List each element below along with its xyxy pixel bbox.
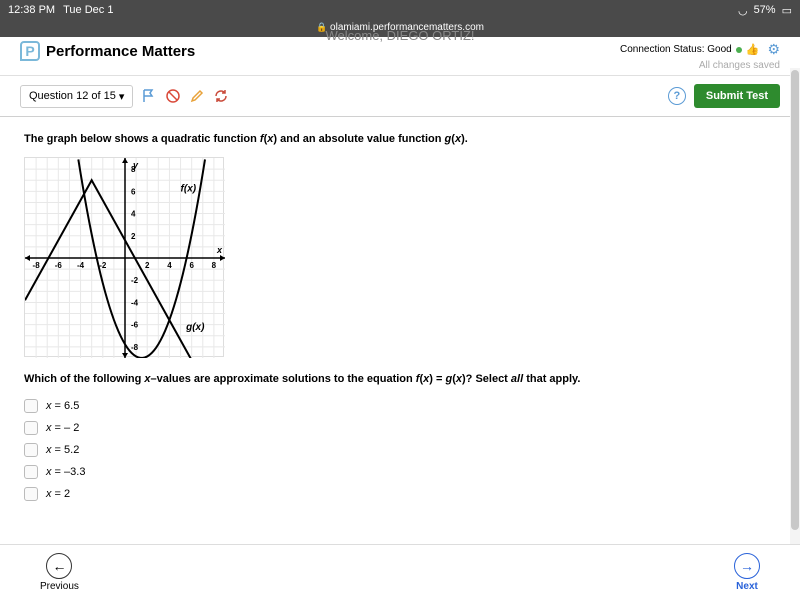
option-label: x = 6.5 xyxy=(46,400,79,412)
svg-text:-2: -2 xyxy=(99,261,107,270)
gear-icon[interactable]: ⚙ xyxy=(767,41,780,58)
help-icon[interactable]: ? xyxy=(668,87,686,105)
svg-text:g(x): g(x) xyxy=(185,322,205,333)
svg-text:-4: -4 xyxy=(77,261,85,270)
checkbox[interactable] xyxy=(24,421,38,435)
svg-text:4: 4 xyxy=(167,261,172,270)
scrollbar-track[interactable] xyxy=(790,68,800,552)
svg-text:-4: -4 xyxy=(131,298,139,307)
svg-text:-6: -6 xyxy=(131,321,139,330)
nav-footer: ← Previous → Next xyxy=(0,544,800,600)
submit-test-button[interactable]: Submit Test xyxy=(694,84,780,108)
option-row[interactable]: x = 6.5 xyxy=(24,399,776,413)
option-label: x = 2 xyxy=(46,488,70,500)
svg-text:x: x xyxy=(216,245,223,255)
option-label: x = – 2 xyxy=(46,422,79,434)
checkbox[interactable] xyxy=(24,399,38,413)
option-label: x = –3.3 xyxy=(46,466,85,478)
next-label: Next xyxy=(736,581,758,592)
arrow-right-icon: → xyxy=(734,553,760,579)
wifi-icon: ◡ xyxy=(738,4,748,17)
svg-text:-8: -8 xyxy=(131,343,139,352)
option-row[interactable]: x = 2 xyxy=(24,487,776,501)
function-graph: -8-6-4-22468-8-6-4-22468f(x)g(x)yx xyxy=(24,157,224,357)
svg-text:4: 4 xyxy=(131,210,136,219)
svg-text:2: 2 xyxy=(145,261,150,270)
previous-button[interactable]: ← Previous xyxy=(40,553,79,592)
no-entry-icon[interactable] xyxy=(165,88,181,104)
svg-text:8: 8 xyxy=(212,261,217,270)
status-time: 12:38 PM xyxy=(8,4,55,16)
pencil-icon[interactable] xyxy=(189,88,205,104)
question-content: The graph below shows a quadratic functi… xyxy=(0,117,800,565)
svg-text:y: y xyxy=(132,160,139,170)
scrollbar-thumb[interactable] xyxy=(791,70,799,530)
brand-name: Performance Matters xyxy=(46,43,195,60)
chevron-down-icon: ▾ xyxy=(119,90,125,103)
battery-icon: ▭ xyxy=(782,4,792,17)
welcome-text: Welcome, DIEGO ORTIZ! xyxy=(325,28,474,43)
svg-text:-2: -2 xyxy=(131,276,139,285)
svg-text:6: 6 xyxy=(131,187,136,196)
svg-text:6: 6 xyxy=(189,261,194,270)
answer-options: x = 6.5 x = – 2 x = 5.2 x = –3.3 x = 2 xyxy=(24,399,776,501)
battery-percent: 57% xyxy=(754,4,776,16)
question-text: Which of the following x–values are appr… xyxy=(24,373,776,385)
option-label: x = 5.2 xyxy=(46,444,79,456)
conn-label: Connection Status: Good xyxy=(620,44,732,55)
save-status: All changes saved xyxy=(620,60,780,71)
svg-text:2: 2 xyxy=(131,232,136,241)
app-header: P Performance Matters Welcome, DIEGO ORT… xyxy=(0,37,800,76)
question-prompt: The graph below shows a quadratic functi… xyxy=(24,133,776,145)
svg-text:f(x): f(x) xyxy=(181,183,197,194)
toolbar: Question 12 of 15 ▾ ? Submit Test xyxy=(0,76,800,117)
brand-logo-icon: P xyxy=(20,41,40,61)
refresh-icon[interactable] xyxy=(213,88,229,104)
option-row[interactable]: x = – 2 xyxy=(24,421,776,435)
checkbox[interactable] xyxy=(24,465,38,479)
svg-text:-6: -6 xyxy=(55,261,63,270)
question-selector[interactable]: Question 12 of 15 ▾ xyxy=(20,85,133,108)
tablet-status-bar: 12:38 PM Tue Dec 1 ◡ 57% ▭ xyxy=(0,0,800,20)
next-button[interactable]: → Next xyxy=(734,553,760,592)
thumbs-up-icon: 👍 xyxy=(746,43,760,56)
brand: P Performance Matters xyxy=(20,41,195,61)
flag-icon[interactable] xyxy=(141,88,157,104)
status-dot-icon xyxy=(736,47,742,53)
option-row[interactable]: x = –3.3 xyxy=(24,465,776,479)
checkbox[interactable] xyxy=(24,443,38,457)
checkbox[interactable] xyxy=(24,487,38,501)
status-date: Tue Dec 1 xyxy=(63,4,113,16)
arrow-left-icon: ← xyxy=(46,553,72,579)
connection-status: Connection Status: Good 👍 ⚙ xyxy=(620,41,780,58)
prev-label: Previous xyxy=(40,581,79,592)
option-row[interactable]: x = 5.2 xyxy=(24,443,776,457)
svg-text:-8: -8 xyxy=(33,261,41,270)
